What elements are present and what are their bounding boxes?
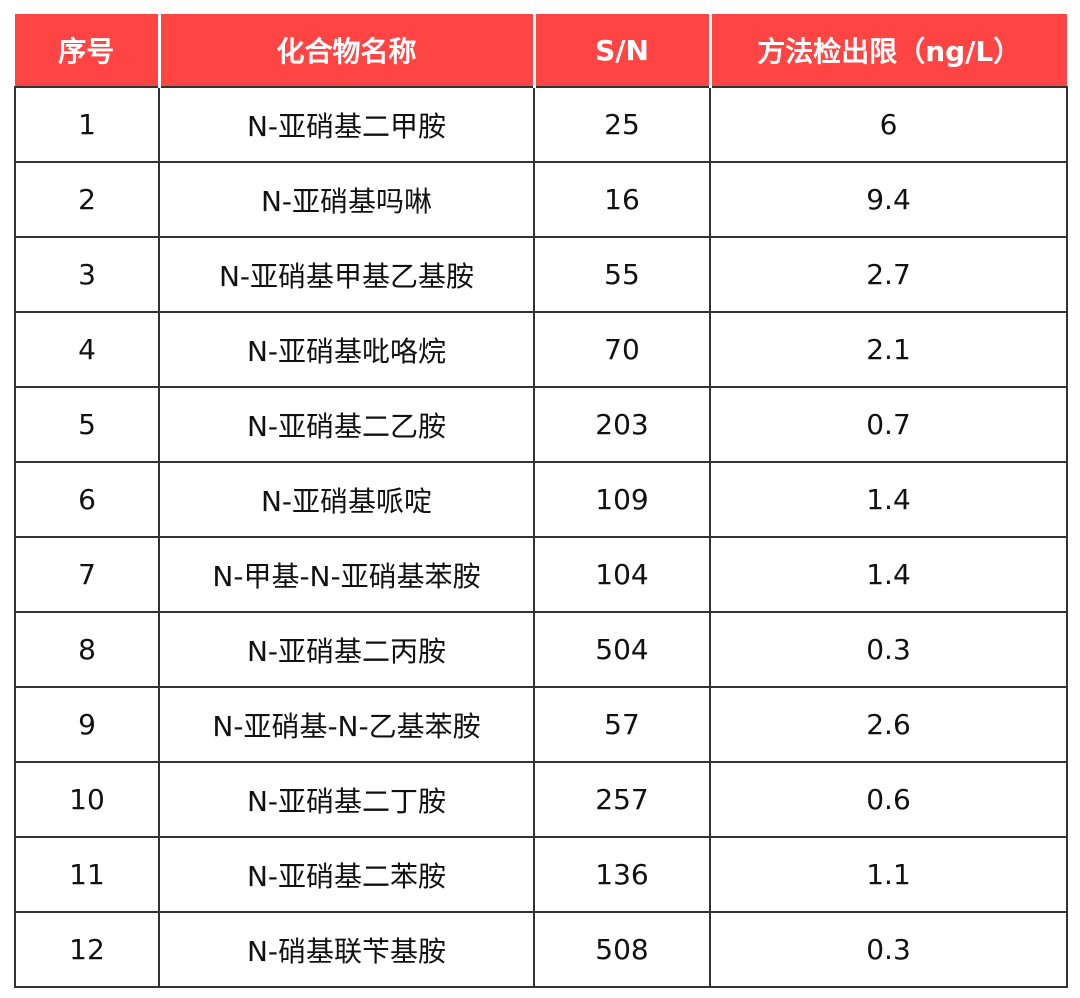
cell-name: N-亚硝基甲基乙基胺 xyxy=(158,236,535,313)
cell-mdl: 1.1 xyxy=(709,836,1068,913)
cell-mdl: 6 xyxy=(709,86,1068,163)
cell-mdl: 0.6 xyxy=(709,761,1068,838)
table-row: 6 N-亚硝基哌啶 109 1.4 xyxy=(14,461,1068,538)
cell-name: N-亚硝基二甲胺 xyxy=(158,86,535,163)
cell-index: 7 xyxy=(14,536,160,613)
cell-mdl: 2.6 xyxy=(709,686,1068,763)
table-row: 8 N-亚硝基二丙胺 504 0.3 xyxy=(14,611,1068,688)
cell-index: 9 xyxy=(14,686,160,763)
table-row: 12 N-硝基联苄基胺 508 0.3 xyxy=(14,911,1068,988)
table-row: 1 N-亚硝基二甲胺 25 6 xyxy=(14,86,1068,163)
cell-mdl: 2.7 xyxy=(709,236,1068,313)
cell-name: N-亚硝基二丙胺 xyxy=(158,611,535,688)
cell-mdl: 0.3 xyxy=(709,911,1068,988)
cell-index: 1 xyxy=(14,86,160,163)
cell-index: 2 xyxy=(14,161,160,238)
cell-sn: 55 xyxy=(533,236,711,313)
cell-name: N-甲基-N-亚硝基苯胺 xyxy=(158,536,535,613)
header-index: 序号 xyxy=(15,14,159,87)
cell-index: 11 xyxy=(14,836,160,913)
cell-mdl: 1.4 xyxy=(709,536,1068,613)
cell-sn: 25 xyxy=(533,86,711,163)
cell-sn: 57 xyxy=(533,686,711,763)
cell-name: N-亚硝基哌啶 xyxy=(158,461,535,538)
table-row: 3 N-亚硝基甲基乙基胺 55 2.7 xyxy=(14,236,1068,313)
cell-mdl: 0.3 xyxy=(709,611,1068,688)
table-row: 9 N-亚硝基-N-乙基苯胺 57 2.6 xyxy=(14,686,1068,763)
detection-limit-table: 序号 化合物名称 S/N 方法检出限（ng/L） 1 N-亚硝基二甲胺 25 6 2 N-… xyxy=(14,14,1068,988)
header-sn: S/N xyxy=(532,14,710,87)
cell-sn: 16 xyxy=(533,161,711,238)
cell-name: N-硝基联苄基胺 xyxy=(158,911,535,988)
cell-index: 3 xyxy=(14,236,160,313)
cell-mdl: 9.4 xyxy=(709,161,1068,238)
header-row: 序号 化合物名称 S/N 方法检出限（ng/L） xyxy=(15,14,1067,87)
header-name: 化合物名称 xyxy=(157,14,534,87)
cell-sn: 109 xyxy=(533,461,711,538)
table-row: 4 N-亚硝基吡咯烷 70 2.1 xyxy=(14,311,1068,388)
cell-index: 12 xyxy=(14,911,160,988)
cell-name: N-亚硝基二乙胺 xyxy=(158,386,535,463)
cell-index: 8 xyxy=(14,611,160,688)
cell-name: N-亚硝基吗啉 xyxy=(158,161,535,238)
table-row: 11 N-亚硝基二苯胺 136 1.1 xyxy=(14,836,1068,913)
cell-mdl: 1.4 xyxy=(709,461,1068,538)
cell-sn: 104 xyxy=(533,536,711,613)
cell-name: N-亚硝基二苯胺 xyxy=(158,836,535,913)
cell-sn: 136 xyxy=(533,836,711,913)
cell-index: 6 xyxy=(14,461,160,538)
table-row: 5 N-亚硝基二乙胺 203 0.7 xyxy=(14,386,1068,463)
table-row: 7 N-甲基-N-亚硝基苯胺 104 1.4 xyxy=(14,536,1068,613)
cell-sn: 257 xyxy=(533,761,711,838)
cell-index: 5 xyxy=(14,386,160,463)
cell-sn: 508 xyxy=(533,911,711,988)
header-mdl: 方法检出限（ng/L） xyxy=(708,14,1067,87)
cell-name: N-亚硝基吡咯烷 xyxy=(158,311,535,388)
table-row: 10 N-亚硝基二丁胺 257 0.6 xyxy=(14,761,1068,838)
cell-sn: 70 xyxy=(533,311,711,388)
cell-sn: 203 xyxy=(533,386,711,463)
cell-mdl: 2.1 xyxy=(709,311,1068,388)
cell-name: N-亚硝基-N-乙基苯胺 xyxy=(158,686,535,763)
cell-sn: 504 xyxy=(533,611,711,688)
cell-index: 4 xyxy=(14,311,160,388)
table-row: 2 N-亚硝基吗啉 16 9.4 xyxy=(14,161,1068,238)
cell-name: N-亚硝基二丁胺 xyxy=(158,761,535,838)
cell-index: 10 xyxy=(14,761,160,838)
cell-mdl: 0.7 xyxy=(709,386,1068,463)
